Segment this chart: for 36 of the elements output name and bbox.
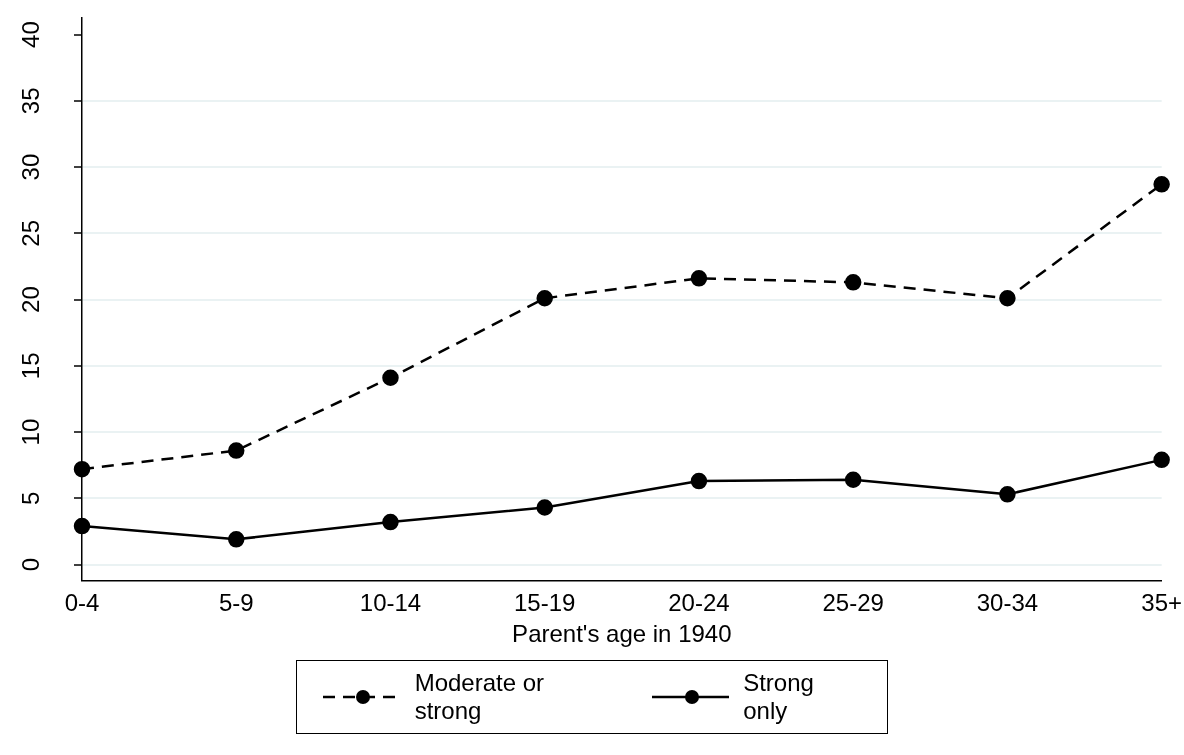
point bbox=[227, 531, 245, 548]
point bbox=[690, 472, 708, 490]
y-tick-label: 0 bbox=[16, 557, 44, 572]
point bbox=[844, 471, 862, 488]
point bbox=[536, 289, 553, 307]
y-tick-label: 40 bbox=[16, 21, 44, 48]
y-tick-label: 15 bbox=[16, 352, 44, 380]
x-tick-label: 15-19 bbox=[514, 589, 576, 617]
x-tick-label: 0-4 bbox=[64, 589, 100, 617]
point bbox=[227, 442, 245, 459]
y-tick-label: 5 bbox=[16, 491, 44, 505]
x-tick-label: 25-29 bbox=[822, 589, 884, 617]
legend-label: Strong only bbox=[743, 669, 815, 725]
x-axis-title: Parent's age in 1940 bbox=[512, 620, 732, 648]
point bbox=[999, 486, 1016, 503]
y-tick-label: 10 bbox=[16, 418, 44, 446]
point bbox=[73, 517, 91, 535]
point bbox=[844, 274, 862, 291]
point bbox=[382, 513, 399, 531]
x-tick-label: 30-34 bbox=[976, 589, 1039, 617]
x-tick-label: 20-24 bbox=[668, 589, 730, 617]
y-tick-label: 30 bbox=[16, 153, 44, 181]
point bbox=[73, 460, 91, 478]
point bbox=[536, 499, 553, 516]
x-tick-label: 35+ bbox=[1141, 589, 1182, 617]
point bbox=[1153, 451, 1170, 469]
x-tick-label: 5-9 bbox=[218, 589, 254, 617]
legend-label: Moderate or strong bbox=[414, 669, 546, 725]
point bbox=[999, 289, 1016, 307]
y-tick-label: 35 bbox=[16, 87, 44, 115]
point bbox=[382, 369, 399, 386]
point bbox=[690, 270, 708, 287]
y-tick-label: 25 bbox=[16, 219, 44, 247]
y-tick-label: 20 bbox=[16, 286, 44, 313]
x-tick-label: 10-14 bbox=[359, 589, 422, 617]
point bbox=[1153, 176, 1170, 193]
